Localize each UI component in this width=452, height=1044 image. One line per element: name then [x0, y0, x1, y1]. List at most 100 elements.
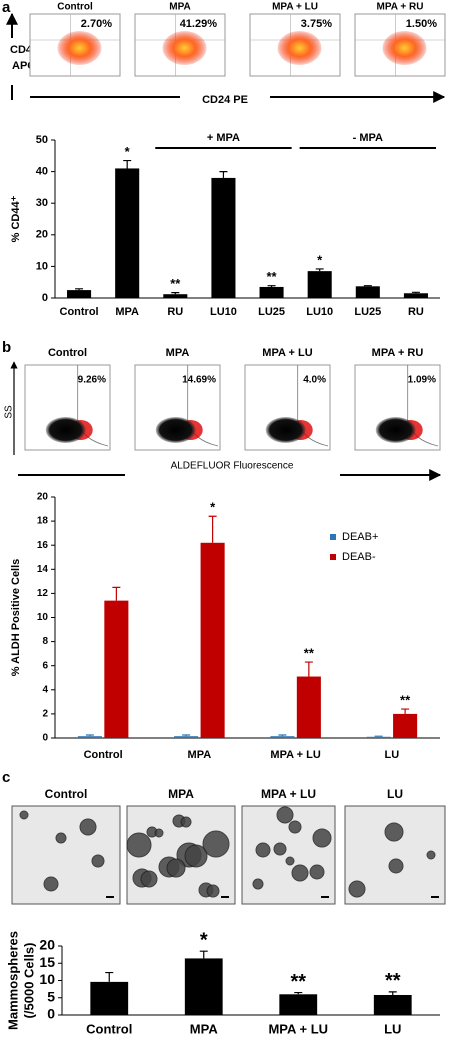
bar [366, 736, 391, 738]
flow-cloud [155, 417, 196, 443]
sphere [285, 856, 295, 866]
error-bar [199, 950, 208, 959]
bar [279, 994, 318, 1015]
sphere [312, 828, 332, 848]
annotation: * [317, 252, 323, 267]
bar [163, 294, 188, 298]
plot-title: MPA + LU [262, 347, 312, 359]
sphere [384, 822, 404, 842]
bar [90, 981, 129, 1015]
sphere [309, 864, 325, 880]
error-bar [363, 285, 372, 287]
sphere [180, 816, 192, 828]
plot-percent: 2.70% [81, 18, 112, 30]
error-bar [219, 171, 228, 178]
x-tick-label: MPA + LU [270, 749, 320, 761]
y-label: (/5000 Cells) [21, 943, 36, 1019]
sphere [79, 818, 97, 836]
x-label: ALDEFLUOR Fluorescence [171, 461, 294, 472]
x-tick-label: RU [408, 306, 424, 318]
sphere [206, 884, 220, 898]
bar [259, 286, 284, 298]
plot-title: MPA + LU [272, 2, 318, 13]
plot-percent: 1.50% [406, 18, 437, 30]
error-bar [182, 734, 191, 737]
y-tick-label: 14 [37, 564, 49, 575]
y-tick-label: 30 [36, 197, 48, 209]
x-tick-label: RU [167, 306, 183, 318]
plot-percent: 1.09% [408, 375, 436, 386]
x-tick-label: LU [385, 749, 400, 761]
bar [296, 676, 321, 738]
y-label: SS [4, 405, 15, 419]
y-label: % CD44⁺ [10, 195, 22, 242]
panel-label: a [2, 0, 11, 16]
sphere [166, 858, 186, 878]
plot-percent: 9.26% [78, 375, 106, 386]
y-label: APC [12, 60, 35, 72]
error-bar [112, 586, 121, 601]
y-tick-label: 20 [39, 937, 55, 953]
bar [211, 177, 236, 298]
y-label: % ALDH Positive Cells [10, 559, 22, 677]
sphere [126, 832, 152, 858]
y-tick-label: 4 [42, 684, 48, 695]
y-tick-label: 0 [42, 733, 48, 744]
y-label: Mammospheres [5, 931, 20, 1030]
error-bar [411, 291, 420, 294]
error-bar [315, 268, 324, 272]
y-tick-label: 20 [37, 492, 49, 503]
flow-cloud [57, 31, 102, 65]
y-tick-label: 10 [37, 612, 49, 623]
y-tick-label: 15 [39, 954, 55, 970]
flow-cloud [265, 417, 306, 443]
flow-cloud [382, 31, 427, 65]
x-tick-label: MPA [188, 749, 212, 761]
plot-title: Control [48, 347, 87, 359]
annotation: ** [400, 693, 411, 708]
image-title: Control [45, 787, 88, 801]
group-label: - MPA [353, 132, 383, 144]
bar [355, 286, 380, 298]
x-tick-label: LU10 [210, 306, 237, 318]
error-bar [388, 991, 397, 995]
annotation: ** [170, 276, 181, 291]
bar [77, 736, 102, 738]
error-bar [208, 515, 217, 543]
x-tick-label: LU25 [354, 306, 381, 318]
sphere [426, 850, 436, 860]
plot-title: MPA [166, 347, 190, 359]
flow-panel-a: CD44 APC CD24 PE [5, 12, 446, 106]
image-title: MPA + LU [261, 787, 316, 801]
annotation: ** [267, 269, 278, 284]
annotation: * [200, 929, 208, 951]
sphere [43, 876, 59, 892]
bar [393, 713, 418, 738]
sphere [348, 880, 366, 898]
plot-title: MPA [169, 2, 190, 13]
flow-cloud [277, 31, 322, 65]
sphere [184, 844, 208, 868]
sphere [288, 820, 302, 834]
panel-label: b [2, 339, 11, 356]
legend-label: DEAB+ [342, 531, 378, 543]
plot-percent: 41.29% [180, 18, 218, 30]
error-bar [401, 708, 410, 714]
error-bar [278, 734, 287, 737]
image-title: MPA [168, 787, 194, 801]
sphere [291, 864, 309, 882]
error-bar [374, 735, 383, 737]
x-tick-label: Control [60, 306, 99, 318]
sphere [252, 878, 264, 890]
plot-title: Control [57, 2, 93, 13]
plot-percent: 14.69% [182, 375, 216, 386]
bar [200, 542, 225, 738]
error-bar [304, 661, 313, 677]
bar [184, 958, 223, 1015]
bar [270, 736, 295, 738]
plot-title: MPA + RU [377, 2, 424, 13]
sphere [255, 842, 271, 858]
x-label: CD24 PE [202, 94, 248, 106]
y-tick-label: 5 [47, 988, 55, 1004]
